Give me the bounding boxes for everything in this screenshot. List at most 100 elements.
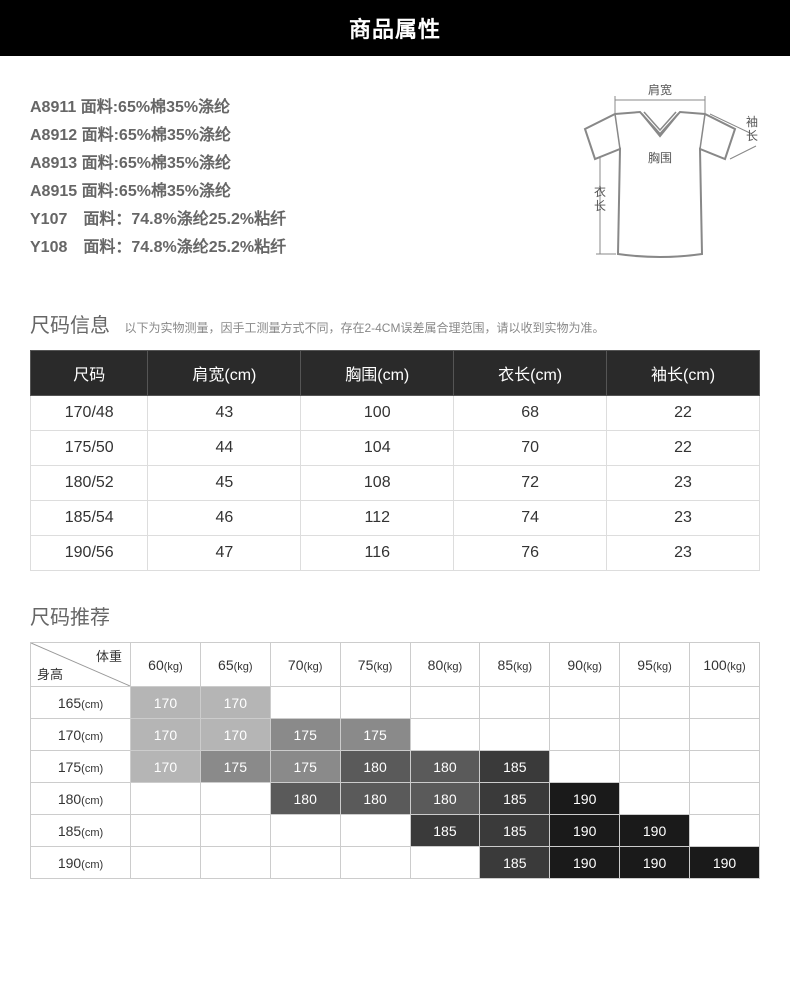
rec-cell: 175	[270, 751, 340, 783]
rec-height-header: 180(cm)	[31, 783, 131, 815]
rec-cell: 185	[480, 847, 550, 879]
rec-weight-header: 60(kg)	[131, 643, 201, 687]
header-title: 商品属性	[349, 12, 441, 44]
rec-cell	[200, 847, 270, 879]
size-table-cell: 23	[607, 536, 760, 571]
label-shoulder: 肩宽	[648, 84, 672, 97]
rec-cell: 185	[480, 815, 550, 847]
size-table-cell: 46	[148, 501, 301, 536]
size-table-cell: 22	[607, 396, 760, 431]
rec-cell: 190	[620, 847, 690, 879]
size-table-cell: 108	[301, 466, 454, 501]
size-table-header: 衣长(cm)	[454, 351, 607, 396]
size-table-cell: 74	[454, 501, 607, 536]
size-table-cell: 76	[454, 536, 607, 571]
tshirt-diagram: 肩宽 胸围 衣 长 袖 长	[560, 84, 760, 289]
size-table-cell: 22	[607, 431, 760, 466]
rec-cell	[270, 687, 340, 719]
rec-cell: 180	[270, 783, 340, 815]
table-row: 175(cm)170175175180180185	[31, 751, 760, 783]
rec-cell	[200, 783, 270, 815]
rec-cell: 180	[410, 751, 480, 783]
size-table-cell: 68	[454, 396, 607, 431]
rec-cell: 185	[480, 751, 550, 783]
rec-weight-header: 70(kg)	[270, 643, 340, 687]
fabric-line: A8911 面料:65%棉35%涤纶	[30, 94, 560, 122]
size-table-cell: 112	[301, 501, 454, 536]
rec-weight-header: 90(kg)	[550, 643, 620, 687]
tshirt-icon: 肩宽 胸围 衣 长 袖 长	[560, 84, 760, 284]
size-table-cell: 45	[148, 466, 301, 501]
label-length-2: 长	[594, 199, 606, 213]
table-row: 170/48431006822	[31, 396, 760, 431]
rec-cell	[131, 847, 201, 879]
size-table-cell: 70	[454, 431, 607, 466]
rec-cell	[480, 687, 550, 719]
rec-height-header: 175(cm)	[31, 751, 131, 783]
rec-cell: 190	[620, 815, 690, 847]
rec-corner-cell: 体重身高	[31, 643, 131, 687]
table-row: 175/50441047022	[31, 431, 760, 466]
rec-cell: 185	[480, 783, 550, 815]
rec-weight-header: 75(kg)	[340, 643, 410, 687]
rec-cell	[550, 751, 620, 783]
rec-weight-header: 65(kg)	[200, 643, 270, 687]
size-table: 尺码肩宽(cm)胸围(cm)衣长(cm)袖长(cm) 170/484310068…	[30, 350, 760, 571]
label-length-1: 衣	[594, 184, 606, 199]
size-table-cell: 180/52	[31, 466, 148, 501]
size-table-cell: 72	[454, 466, 607, 501]
label-sleeve-1: 袖	[746, 114, 758, 129]
rec-cell	[690, 751, 760, 783]
rec-cell	[480, 719, 550, 751]
size-table-header: 肩宽(cm)	[148, 351, 301, 396]
rec-cell: 175	[200, 751, 270, 783]
table-row: 185(cm)185185190190	[31, 815, 760, 847]
rec-cell	[620, 783, 690, 815]
table-row: 180(cm)180180180185190	[31, 783, 760, 815]
size-table-cell: 23	[607, 501, 760, 536]
rec-cell: 190	[550, 783, 620, 815]
table-row: 190(cm)185190190190	[31, 847, 760, 879]
rec-cell	[620, 687, 690, 719]
table-row: 165(cm)170170	[31, 687, 760, 719]
size-info-heading: 尺码信息 以下为实物测量，因手工测量方式不同，存在2-4CM误差属合理范围，请以…	[0, 309, 790, 338]
rec-cell: 180	[410, 783, 480, 815]
rec-cell: 175	[340, 719, 410, 751]
fabric-line: Y107 面料：74.8%涤纶25.2%粘纤	[30, 206, 560, 234]
rec-cell	[690, 815, 760, 847]
size-table-header: 胸围(cm)	[301, 351, 454, 396]
fabric-line: Y108 面料：74.8%涤纶25.2%粘纤	[30, 234, 560, 262]
corner-height-label: 身高	[37, 664, 63, 683]
rec-height-header: 190(cm)	[31, 847, 131, 879]
rec-cell	[410, 847, 480, 879]
fabric-line: A8913 面料:65%棉35%涤纶	[30, 150, 560, 178]
rec-cell	[410, 687, 480, 719]
size-table-cell: 23	[607, 466, 760, 501]
header-bar: 商品属性	[0, 0, 790, 56]
rec-cell: 190	[550, 847, 620, 879]
size-table-cell: 175/50	[31, 431, 148, 466]
rec-cell	[131, 815, 201, 847]
rec-cell: 175	[270, 719, 340, 751]
rec-cell	[550, 687, 620, 719]
rec-cell	[620, 719, 690, 751]
size-table-cell: 104	[301, 431, 454, 466]
rec-cell	[340, 847, 410, 879]
rec-weight-header: 80(kg)	[410, 643, 480, 687]
rec-cell	[690, 783, 760, 815]
rec-cell: 190	[690, 847, 760, 879]
rec-cell	[550, 719, 620, 751]
rec-weight-header: 100(kg)	[690, 643, 760, 687]
fabric-line: A8915 面料:65%棉35%涤纶	[30, 178, 560, 206]
rec-cell	[340, 687, 410, 719]
table-row: 185/54461127423	[31, 501, 760, 536]
fabric-list: A8911 面料:65%棉35%涤纶 A8912 面料:65%棉35%涤纶 A8…	[30, 84, 560, 289]
rec-cell: 180	[340, 751, 410, 783]
size-table-cell: 100	[301, 396, 454, 431]
rec-cell: 185	[410, 815, 480, 847]
rec-cell	[270, 847, 340, 879]
fabric-line: A8912 面料:65%棉35%涤纶	[30, 122, 560, 150]
rec-height-header: 165(cm)	[31, 687, 131, 719]
rec-cell	[270, 815, 340, 847]
rec-cell: 170	[131, 751, 201, 783]
